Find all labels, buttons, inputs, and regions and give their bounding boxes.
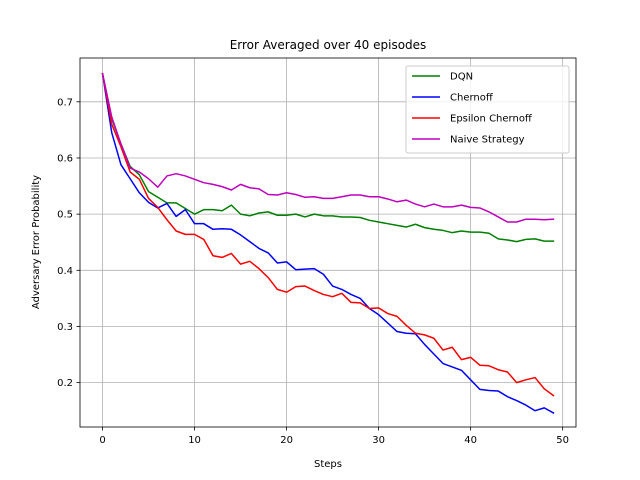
chart-title: Error Averaged over 40 episodes	[230, 38, 427, 52]
series-line-epsilon-chernoff	[101, 72, 555, 397]
plot-frame	[79, 57, 577, 428]
series-layer	[101, 72, 555, 414]
x-tick-label: 50	[556, 435, 569, 446]
x-tick-label: 40	[464, 435, 477, 446]
y-axis-label: Adversary Error Probability	[31, 175, 42, 309]
y-tick-label: 0.5	[57, 210, 73, 221]
legend-label-naive-strategy: Naive Strategy	[450, 135, 525, 146]
x-tick-label: 0	[99, 435, 105, 446]
y-tick-label: 0.4	[57, 266, 73, 277]
legend-box	[405, 65, 570, 154]
series-line-dqn	[101, 72, 555, 243]
series-line-chernoff	[101, 72, 555, 414]
x-tick-label: 30	[372, 435, 385, 446]
legend-label-dqn: DQN	[450, 72, 473, 83]
tick-layer: 0 10 20 30 40 50 0.2 0.3 0.4 0.5 0.6 0.7	[57, 97, 569, 446]
x-axis-label: Steps	[314, 459, 342, 470]
y-tick-label: 0.2	[57, 378, 73, 389]
y-tick-label: 0.7	[57, 97, 73, 108]
legend-label-epsilon-chernoff: Epsilon Chernoff	[450, 114, 533, 125]
x-tick-label: 20	[280, 435, 293, 446]
series-line-naive-strategy	[101, 72, 555, 223]
y-tick-label: 0.6	[57, 153, 73, 164]
axes-frame	[79, 57, 577, 428]
legend: DQN Chernoff Epsilon Chernoff Naive Strateg…	[405, 65, 570, 154]
x-tick-label: 10	[188, 435, 201, 446]
legend-label-chernoff: Chernoff	[450, 93, 494, 104]
y-tick-label: 0.3	[57, 322, 73, 333]
